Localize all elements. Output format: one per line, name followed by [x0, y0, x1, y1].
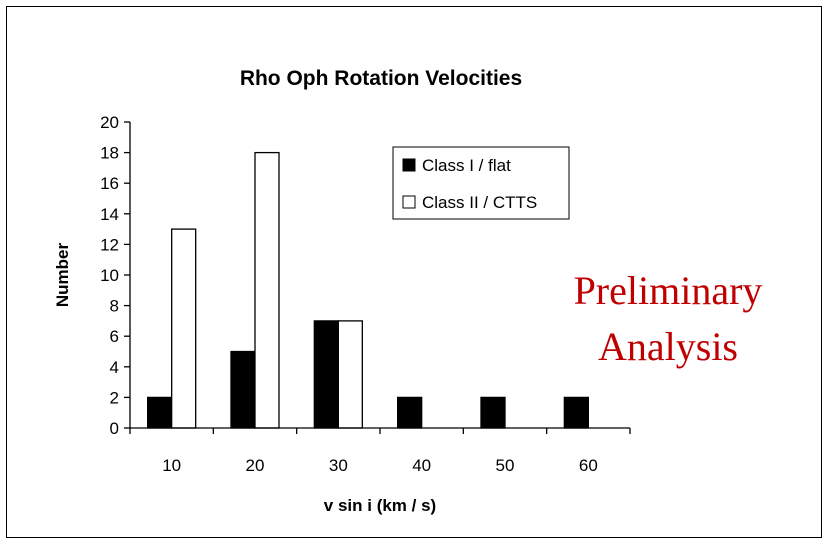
y-tick-label: 2	[110, 388, 119, 407]
y-axis-title: Number	[53, 243, 72, 308]
x-axis: 10 20 30 40 50 60	[129, 427, 631, 475]
bar-class-ii	[337, 320, 363, 429]
y-tick-label: 20	[100, 113, 119, 132]
x-tick-label: 20	[246, 456, 265, 475]
bar-class-i	[480, 396, 506, 429]
legend: Class I / flat Class II / CTTS	[392, 146, 570, 220]
bar-class-ii	[254, 151, 280, 429]
y-tick-label: 6	[110, 327, 119, 346]
bar-class-i	[397, 396, 423, 429]
preliminary-annotation: Preliminary Analysis	[574, 268, 763, 369]
bar-class-i	[230, 350, 256, 429]
bar-class-i	[563, 396, 589, 429]
x-tick-label: 60	[579, 456, 598, 475]
annotation-line-2: Analysis	[598, 324, 738, 369]
bar-class-i	[147, 396, 173, 429]
bars	[147, 151, 589, 429]
legend-swatch-class-i	[402, 158, 416, 172]
legend-label-class-ii: Class II / CTTS	[422, 193, 537, 212]
legend-box	[392, 146, 570, 220]
annotation-line-1: Preliminary	[574, 268, 763, 313]
x-tick-label: 50	[496, 456, 515, 475]
legend-label-class-i: Class I / flat	[422, 156, 511, 175]
y-tick-label: 8	[110, 297, 119, 316]
y-tick-label: 4	[110, 358, 119, 377]
y-tick-label: 0	[110, 419, 119, 438]
chart-frame	[6, 6, 822, 538]
y-tick-label: 16	[100, 174, 119, 193]
x-tick-label: 40	[412, 456, 431, 475]
chart-title: Rho Oph Rotation Velocities	[240, 67, 522, 90]
x-tick-label: 10	[162, 456, 181, 475]
legend-swatch-class-ii	[402, 195, 416, 209]
bar-class-i	[313, 320, 339, 429]
y-axis: 0 2 4 6 8 10 12 14 16 18 20	[100, 113, 131, 438]
y-tick-label: 12	[100, 235, 119, 254]
y-tick-label: 14	[100, 205, 119, 224]
x-axis-title: v sin i (km / s)	[324, 496, 436, 515]
x-tick-label: 30	[329, 456, 348, 475]
bar-class-ii	[171, 228, 197, 429]
y-tick-label: 18	[100, 144, 119, 163]
y-tick-label: 10	[100, 266, 119, 285]
